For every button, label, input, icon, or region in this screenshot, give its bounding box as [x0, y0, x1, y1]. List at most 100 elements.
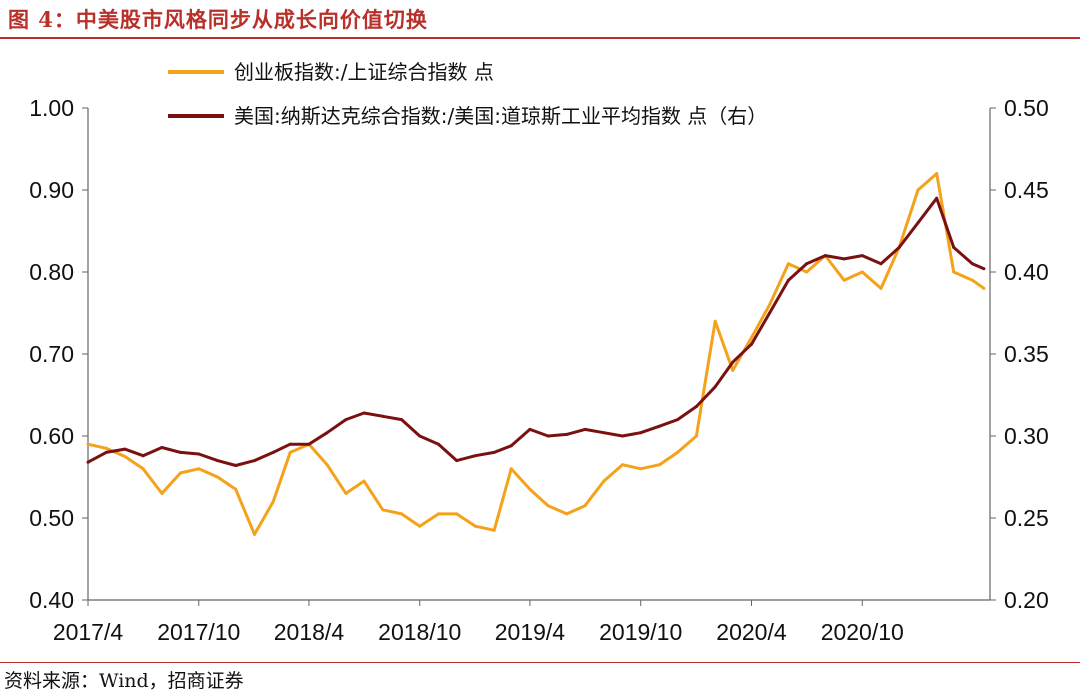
data-point-chinext-ratio [325, 463, 329, 467]
data-point-chinext-ratio [381, 508, 385, 512]
data-point-nasdaq-dow-ratio [952, 245, 956, 249]
data-point-chinext-ratio [786, 262, 790, 266]
left-tick-label: 1.00 [29, 95, 74, 121]
data-point-nasdaq-dow-ratio [750, 342, 753, 346]
data-point-chinext-ratio [253, 532, 256, 536]
left-tick-label: 0.80 [29, 259, 74, 285]
x-tick-label: 2020/4 [716, 619, 787, 645]
axes-layer: 0.40 0.50 0.60 0.70 0.80 0.90 1.00 0.20 0.25 0.30… [29, 95, 1049, 645]
data-point-nasdaq-dow-ratio [307, 442, 311, 446]
x-tick-label: 2017/4 [53, 619, 124, 645]
data-point-chinext-ratio [842, 278, 846, 282]
data-point-chinext-ratio [982, 286, 986, 290]
data-point-nasdaq-dow-ratio [639, 431, 643, 435]
dual-axis-line-chart: 0.40 0.50 0.60 0.70 0.80 0.90 1.00 0.20 0.25 0.30… [29, 60, 1049, 645]
data-point-nasdaq-dow-ratio [418, 434, 422, 438]
data-point-chinext-ratio [179, 471, 183, 475]
data-point-nasdaq-dow-ratio [160, 446, 164, 449]
data-point-nasdaq-dow-ratio [565, 432, 569, 436]
data-point-chinext-ratio [123, 455, 127, 458]
data-point-nasdaq-dow-ratio [786, 278, 790, 282]
data-point-nasdaq-dow-ratio [86, 460, 90, 464]
right-tick-label: 0.30 [1004, 423, 1049, 449]
data-point-nasdaq-dow-ratio [731, 360, 735, 364]
data-point-chinext-ratio [658, 463, 661, 467]
data-point-chinext-ratio [473, 524, 477, 528]
data-point-nasdaq-dow-ratio [860, 254, 864, 258]
data-point-nasdaq-dow-ratio [546, 434, 550, 438]
data-point-nasdaq-dow-ratio [528, 427, 532, 431]
data-point-chinext-ratio [455, 512, 459, 516]
data-point-chinext-ratio [197, 467, 201, 471]
right-tick-label: 0.35 [1004, 341, 1049, 367]
data-point-chinext-ratio [621, 463, 624, 467]
series-line-nasdaq-dow-ratio [87, 196, 985, 467]
data-point-nasdaq-dow-ratio [658, 424, 661, 428]
data-point-chinext-ratio [713, 319, 717, 323]
data-point-nasdaq-dow-ratio [325, 431, 329, 435]
left-tick-label: 0.50 [29, 505, 74, 531]
data-point-chinext-ratio [509, 467, 513, 471]
data-point-nasdaq-dow-ratio [823, 254, 827, 258]
data-point-chinext-ratio [916, 188, 920, 192]
data-point-chinext-ratio [676, 450, 680, 454]
left-tick-label: 0.40 [29, 587, 74, 613]
data-point-nasdaq-dow-ratio [216, 459, 219, 463]
data-point-nasdaq-dow-ratio [621, 434, 624, 438]
source-divider [0, 662, 1080, 663]
data-point-chinext-ratio [639, 467, 643, 471]
data-point-chinext-ratio [583, 504, 587, 508]
data-point-nasdaq-dow-ratio [492, 450, 496, 454]
data-point-nasdaq-dow-ratio [879, 262, 883, 266]
data-point-nasdaq-dow-ratio [253, 459, 256, 463]
right-tick-label: 0.45 [1004, 177, 1049, 203]
data-point-chinext-ratio [400, 512, 404, 516]
data-point-nasdaq-dow-ratio [842, 257, 846, 261]
data-point-chinext-ratio [565, 512, 569, 516]
data-point-chinext-ratio [344, 491, 348, 495]
right-tick-label: 0.50 [1004, 95, 1049, 121]
data-point-chinext-ratio [694, 434, 698, 438]
data-point-chinext-ratio [602, 479, 606, 483]
data-point-nasdaq-dow-ratio [288, 442, 292, 446]
data-point-chinext-ratio [879, 286, 883, 290]
data-point-nasdaq-dow-ratio [982, 267, 986, 271]
data-point-chinext-ratio [860, 270, 864, 274]
x-tick-label: 2017/10 [157, 619, 240, 645]
source-note: 资料来源：Wind，招商证券 [4, 670, 244, 692]
series-layer [86, 172, 986, 536]
data-point-chinext-ratio [104, 446, 108, 450]
left-tick-label: 0.70 [29, 341, 74, 367]
data-point-chinext-ratio [216, 475, 219, 479]
figure-title: 图 4：中美股市风格同步从成长向价值切换 [8, 7, 428, 32]
data-point-nasdaq-dow-ratio [897, 245, 901, 249]
data-point-chinext-ratio [935, 172, 939, 176]
data-point-nasdaq-dow-ratio [455, 459, 459, 463]
legend-label: 美国:纳斯达克综合指数:/美国:道琼斯工业平均指数 点（右） [234, 104, 767, 128]
data-point-chinext-ratio [970, 278, 974, 282]
left-tick-label: 0.60 [29, 423, 74, 449]
data-point-nasdaq-dow-ratio [123, 447, 127, 451]
series-line-chinext-ratio [87, 172, 985, 536]
data-point-chinext-ratio [437, 512, 440, 516]
data-point-chinext-ratio [234, 487, 238, 491]
data-point-nasdaq-dow-ratio [271, 450, 275, 454]
data-point-chinext-ratio [86, 442, 90, 446]
data-point-chinext-ratio [288, 450, 292, 454]
data-point-nasdaq-dow-ratio [362, 411, 366, 415]
data-point-chinext-ratio [271, 500, 275, 504]
right-tick-label: 0.25 [1004, 505, 1049, 531]
data-point-chinext-ratio [768, 303, 772, 307]
x-tick-label: 2020/10 [821, 619, 904, 645]
left-tick-label: 0.90 [29, 177, 74, 203]
data-point-nasdaq-dow-ratio [935, 196, 939, 200]
data-point-chinext-ratio [492, 528, 496, 532]
data-point-nasdaq-dow-ratio [768, 311, 772, 315]
x-tick-label: 2019/10 [599, 619, 682, 645]
data-point-nasdaq-dow-ratio [916, 221, 920, 225]
data-point-nasdaq-dow-ratio [179, 450, 183, 454]
data-point-nasdaq-dow-ratio [713, 385, 717, 389]
data-point-chinext-ratio [418, 524, 422, 528]
data-point-chinext-ratio [952, 270, 956, 274]
data-point-nasdaq-dow-ratio [197, 452, 201, 456]
